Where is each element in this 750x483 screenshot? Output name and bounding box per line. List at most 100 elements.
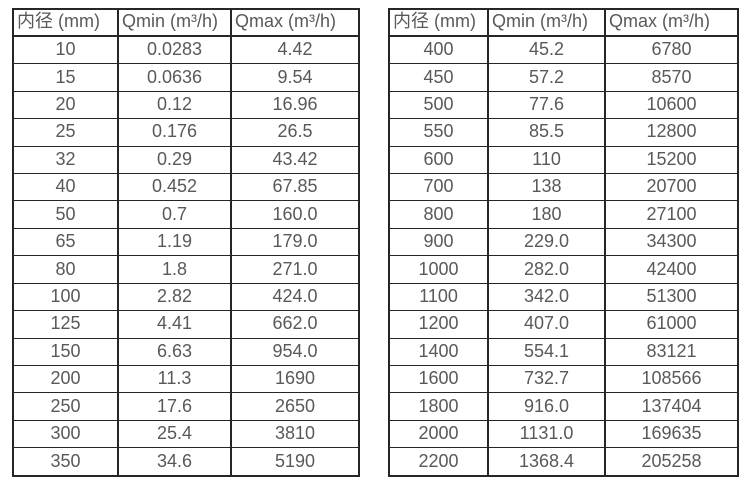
table-row: 1600 732.7 108566	[388, 364, 739, 394]
table-row: 125 4.41 662.0	[12, 310, 360, 339]
table-cell: 10600	[604, 90, 739, 120]
table-row: 550 85.5 12800	[388, 118, 739, 147]
table-cell: 8570	[604, 63, 739, 92]
table-cell: 12800	[604, 118, 739, 147]
table-row: 2000 1131.0 169635	[388, 419, 739, 449]
table-cell: 61000	[604, 310, 739, 339]
column-header: Qmin (m³/h)	[487, 8, 606, 37]
table-body: 400 45.2 6780 450 57.2 8570 500 77.6 10600 550 85.…	[388, 35, 739, 477]
table-cell: 205258	[604, 447, 739, 477]
table-row: 65 1.19 179.0	[12, 227, 360, 257]
flow-spec-table-small-diameters: 内径 (mm) Qmin (m³/h) Qmax (m³/h) 10 0.0283 4.…	[12, 8, 360, 477]
table-cell: 0.12	[117, 90, 232, 120]
table-cell: 43.42	[230, 145, 360, 175]
table-cell: 179.0	[230, 227, 360, 257]
table-cell: 450	[388, 63, 489, 92]
table-row: 32 0.29 43.42	[12, 145, 360, 175]
flow-spec-table-large-diameters: 内径 (mm) Qmin (m³/h) Qmax (m³/h) 400 45.2 678…	[388, 8, 739, 477]
table-cell: 0.452	[117, 173, 232, 202]
table-row: 500 77.6 10600	[388, 90, 739, 120]
table-cell: 125	[12, 310, 119, 339]
table-cell: 0.29	[117, 145, 232, 175]
table-row: 700 138 20700	[388, 173, 739, 202]
table-cell: 9.54	[230, 63, 360, 92]
table-row: 1800 916.0 137404	[388, 392, 739, 421]
table-cell: 2200	[388, 447, 489, 477]
table-cell: 180	[487, 200, 606, 229]
table-cell: 1000	[388, 255, 489, 284]
table-header-row: 内径 (mm) Qmin (m³/h) Qmax (m³/h)	[12, 8, 360, 37]
table-cell: 25.4	[117, 419, 232, 449]
table-cell: 200	[12, 364, 119, 394]
table-row: 800 180 27100	[388, 200, 739, 229]
header-row: 内径 (mm) Qmin (m³/h) Qmax (m³/h)	[388, 8, 739, 37]
table-cell: 169635	[604, 419, 739, 449]
column-header: Qmax (m³/h)	[230, 8, 360, 37]
table-row: 100 2.82 424.0	[12, 282, 360, 312]
column-header: Qmin (m³/h)	[117, 8, 232, 37]
table-cell: 4.42	[230, 35, 360, 65]
table-row: 150 6.63 954.0	[12, 337, 360, 366]
table-cell: 26.5	[230, 118, 360, 147]
table-cell: 15200	[604, 145, 739, 175]
table-cell: 800	[388, 200, 489, 229]
table-cell: 50	[12, 200, 119, 229]
table-row: 80 1.8 271.0	[12, 255, 360, 284]
table-cell: 32	[12, 145, 119, 175]
table-cell: 83121	[604, 337, 739, 366]
table-cell: 2650	[230, 392, 360, 421]
table-cell: 25	[12, 118, 119, 147]
table-cell: 6.63	[117, 337, 232, 366]
table-cell: 110	[487, 145, 606, 175]
table-row: 450 57.2 8570	[388, 63, 739, 92]
table-cell: 15	[12, 63, 119, 92]
table-cell: 0.7	[117, 200, 232, 229]
table-cell: 100	[12, 282, 119, 312]
table-cell: 1.8	[117, 255, 232, 284]
table-cell: 160.0	[230, 200, 360, 229]
table-cell: 16.96	[230, 90, 360, 120]
table-row: 1400 554.1 83121	[388, 337, 739, 366]
table-cell: 300	[12, 419, 119, 449]
table-cell: 65	[12, 227, 119, 257]
table-cell: 271.0	[230, 255, 360, 284]
table-cell: 45.2	[487, 35, 606, 65]
table-cell: 150	[12, 337, 119, 366]
table-row: 350 34.6 5190	[12, 447, 360, 477]
table-cell: 3810	[230, 419, 360, 449]
table-row: 200 11.3 1690	[12, 364, 360, 394]
table-cell: 40	[12, 173, 119, 202]
table-cell: 2000	[388, 419, 489, 449]
table-cell: 916.0	[487, 392, 606, 421]
table-cell: 1368.4	[487, 447, 606, 477]
table-cell: 1600	[388, 364, 489, 394]
table-row: 1200 407.0 61000	[388, 310, 739, 339]
table-cell: 11.3	[117, 364, 232, 394]
table-cell: 34.6	[117, 447, 232, 477]
table-cell: 10	[12, 35, 119, 65]
table-cell: 732.7	[487, 364, 606, 394]
table-cell: 42400	[604, 255, 739, 284]
column-header: 内径 (mm)	[388, 8, 489, 37]
table-cell: 1800	[388, 392, 489, 421]
table-cell: 17.6	[117, 392, 232, 421]
table-row: 20 0.12 16.96	[12, 90, 360, 120]
table-cell: 700	[388, 173, 489, 202]
table-row: 2200 1368.4 205258	[388, 447, 739, 477]
table-row: 300 25.4 3810	[12, 419, 360, 449]
table-cell: 1131.0	[487, 419, 606, 449]
table-header-row: 内径 (mm) Qmin (m³/h) Qmax (m³/h)	[388, 8, 739, 37]
table-cell: 424.0	[230, 282, 360, 312]
table-cell: 67.85	[230, 173, 360, 202]
table-cell: 34300	[604, 227, 739, 257]
table-cell: 5190	[230, 447, 360, 477]
table-cell: 600	[388, 145, 489, 175]
table-cell: 0.0636	[117, 63, 232, 92]
table-row: 15 0.0636 9.54	[12, 63, 360, 92]
table-cell: 108566	[604, 364, 739, 394]
table-cell: 6780	[604, 35, 739, 65]
table-cell: 0.0283	[117, 35, 232, 65]
table-cell: 554.1	[487, 337, 606, 366]
table-row: 10 0.0283 4.42	[12, 35, 360, 65]
